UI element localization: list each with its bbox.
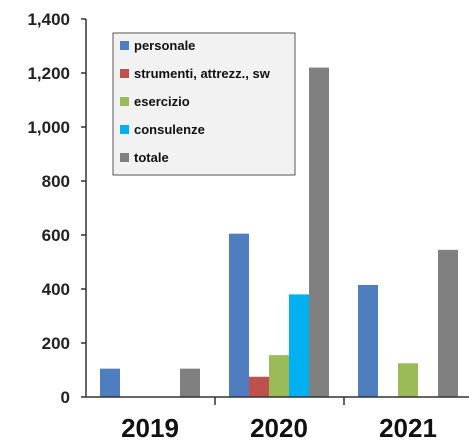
legend-swatch bbox=[120, 125, 129, 134]
bar-totale-2020 bbox=[309, 67, 329, 397]
y-tick-label: 0 bbox=[61, 388, 70, 407]
y-tick-label: 1,200 bbox=[27, 64, 70, 83]
bar-strumenti-attrezz-sw-2020 bbox=[249, 376, 269, 397]
bar-personale-2019 bbox=[100, 368, 120, 397]
legend-swatch bbox=[120, 41, 129, 50]
legend-label: esercizio bbox=[134, 94, 190, 109]
y-tick-label: 1,000 bbox=[27, 118, 70, 137]
bar-esercizio-2020 bbox=[269, 355, 289, 397]
axes: 0 200 400 600 800 1,000 1,200 1,400 2019 2020 2021 bbox=[27, 10, 469, 442]
legend-label: totale bbox=[134, 150, 169, 165]
legend-label: consulenze bbox=[134, 122, 205, 137]
bar-totale-2019 bbox=[180, 368, 200, 397]
legend-box bbox=[112, 32, 296, 176]
y-tick-label: 600 bbox=[42, 226, 70, 245]
y-tick-label: 1,400 bbox=[27, 10, 70, 29]
x-tick-label: 2021 bbox=[379, 413, 437, 442]
legend: personale strumenti, attrezz., sw esercizi… bbox=[112, 32, 296, 176]
bars bbox=[100, 67, 458, 397]
legend-swatch bbox=[120, 153, 129, 162]
legend-label: personale bbox=[134, 38, 195, 53]
legend-label: strumenti, attrezz., sw bbox=[134, 66, 271, 81]
bar-personale-2020 bbox=[229, 233, 249, 397]
legend-swatch bbox=[120, 69, 129, 78]
bar-consulenze-2020 bbox=[289, 294, 309, 397]
y-tick-label: 400 bbox=[42, 280, 70, 299]
y-tick-label: 200 bbox=[42, 334, 70, 353]
y-tick-label: 800 bbox=[42, 172, 70, 191]
x-tick-label: 2020 bbox=[250, 413, 308, 442]
bar-esercizio-2021 bbox=[398, 363, 418, 397]
bar-personale-2021 bbox=[358, 284, 378, 397]
x-tick-label: 2019 bbox=[121, 413, 179, 442]
legend-swatch bbox=[120, 97, 129, 106]
bar-totale-2021 bbox=[438, 249, 458, 397]
